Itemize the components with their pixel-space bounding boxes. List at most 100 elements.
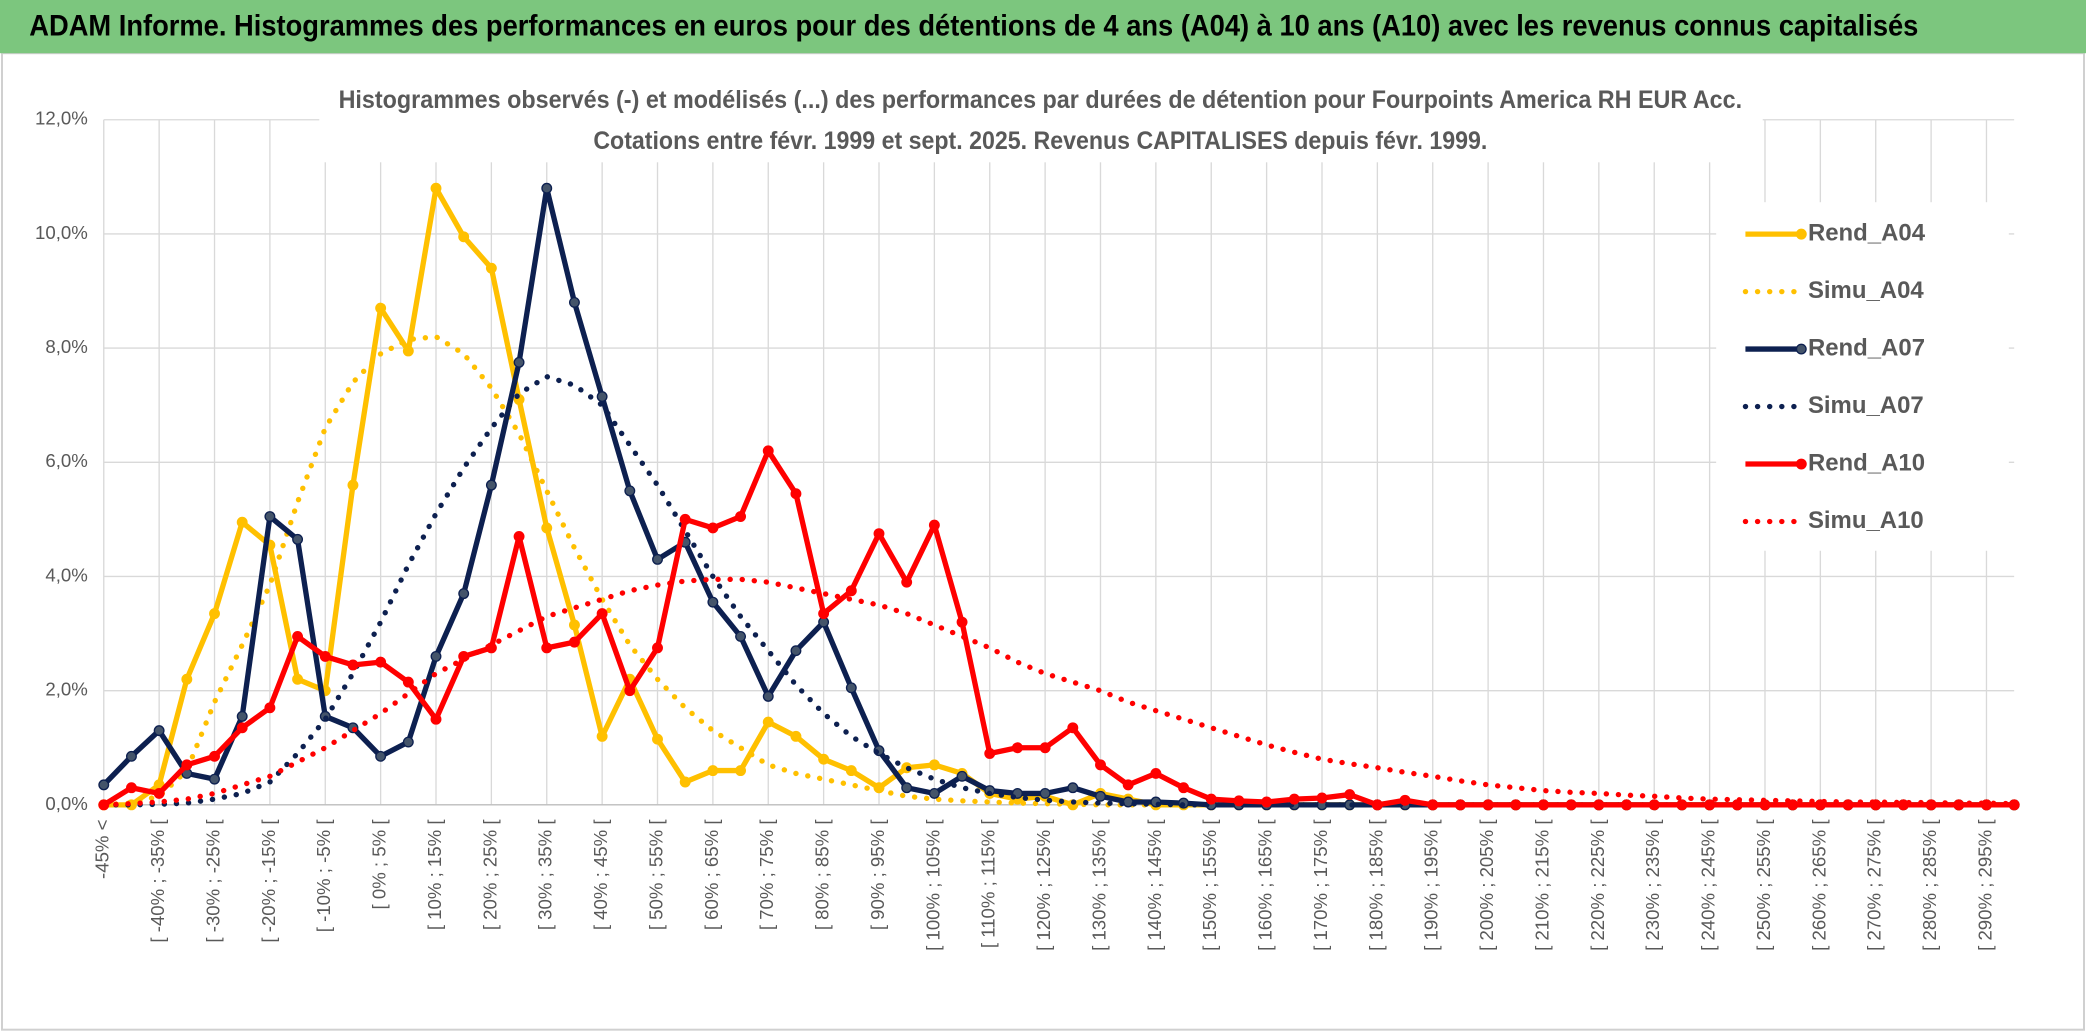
data-point [513, 356, 525, 368]
data-point [818, 753, 830, 765]
data-point [568, 619, 580, 631]
data-point [402, 676, 414, 688]
data-point [1205, 793, 1217, 805]
data-point [375, 656, 387, 668]
x-tick-label: -45% < [92, 819, 113, 878]
x-tick-label: [ 100% ; 105% [ [922, 819, 943, 951]
data-point [347, 659, 359, 671]
plot-area: 0,0% 2,0% 4,0% 6,0% 8,0% 10,0% 12,0% -45% < [ -4… [35, 108, 2020, 951]
data-point [596, 608, 608, 620]
data-point [1454, 799, 1466, 811]
data-point [1067, 722, 1079, 734]
x-tick-label: [ 210% ; 215% [ [1531, 819, 1552, 951]
data-point [292, 533, 304, 545]
data-point [596, 730, 608, 742]
x-tick-label: [ 20% ; 25% [ [479, 819, 500, 931]
legend-label: Rend_A07 [1808, 334, 1925, 361]
data-point [264, 702, 276, 714]
x-tick-label: [ 290% ; 295% [ [1974, 819, 1995, 951]
x-tick-label: [ 240% ; 245% [ [1698, 819, 1719, 951]
data-point [1150, 767, 1162, 779]
data-point [209, 750, 220, 762]
data-point [901, 576, 913, 588]
y-tick-label: 12,0% [35, 108, 88, 129]
data-point [1538, 799, 1549, 811]
data-point [762, 690, 774, 702]
data-point [1593, 799, 1605, 811]
data-point [1178, 782, 1190, 794]
data-point [984, 748, 996, 759]
data-point [126, 782, 137, 794]
data-point [209, 608, 220, 620]
data-point [845, 585, 857, 597]
data-point [1039, 742, 1051, 754]
data-point [928, 519, 940, 531]
y-tick-label: 4,0% [45, 564, 87, 585]
data-point [347, 479, 359, 491]
data-point [873, 528, 885, 540]
data-point [513, 531, 525, 542]
legend-label: Rend_A04 [1808, 219, 1926, 246]
x-tick-label: [ 30% ; 35% [ [535, 819, 556, 931]
data-point [652, 642, 663, 654]
data-point [1371, 799, 1383, 811]
series-line [101, 373, 2017, 808]
data-point [624, 685, 636, 697]
data-point [735, 511, 747, 522]
data-point [1039, 787, 1051, 799]
data-point [375, 750, 387, 762]
data-point [679, 513, 691, 525]
data-point [292, 630, 304, 642]
data-point [402, 736, 414, 748]
data-point [292, 673, 304, 685]
data-point [2008, 799, 2020, 811]
x-tick-label: [ 50% ; 55% [ [645, 819, 666, 931]
data-point [236, 516, 248, 528]
data-point [430, 650, 442, 662]
data-point [264, 511, 276, 522]
x-tick-label: [ 280% ; 285% [ [1919, 819, 1940, 951]
data-point [1565, 799, 1577, 811]
legend-marker [1795, 343, 1807, 355]
x-tick-label: [ 200% ; 205% [ [1476, 819, 1497, 951]
data-point [818, 608, 830, 620]
data-point [707, 596, 719, 608]
data-point [928, 787, 940, 799]
data-point [541, 642, 553, 654]
data-point [1095, 790, 1106, 802]
data-point [707, 765, 719, 777]
data-point [236, 722, 248, 734]
data-point [236, 710, 248, 722]
x-tick-label: [ 60% ; 65% [ [701, 819, 722, 931]
data-point [485, 262, 497, 274]
series-line [102, 448, 2015, 808]
x-tick-label: [ 0% ; 5% [ [369, 819, 390, 910]
legend-marker [1795, 458, 1807, 470]
data-point [735, 765, 747, 777]
x-tick-label: [ 120% ; 125% [ [1033, 819, 1054, 951]
data-point [956, 616, 968, 628]
data-point [845, 682, 857, 694]
x-tick-label: [ 40% ; 45% [ [590, 819, 611, 931]
data-point [790, 645, 802, 657]
x-tick-label: [ 110% ; 115% [ [978, 819, 999, 948]
y-tick-label: 0,0% [45, 793, 87, 814]
header-bar [0, 0, 2086, 54]
x-tick-label: [ 160% ; 165% [ [1255, 819, 1276, 951]
data-point [845, 765, 857, 777]
x-tick-label: [ -40% ; -35% [ [147, 819, 168, 943]
data-point [541, 522, 553, 534]
data-point [402, 345, 414, 357]
data-point [1704, 799, 1716, 811]
chart-subtitle: Cotations entre févr. 1999 et sept. 2025… [593, 127, 1487, 155]
data-point [1233, 795, 1245, 807]
x-tick-label: [ 80% ; 85% [ [812, 819, 833, 931]
x-tick-label: [ 180% ; 185% [ [1365, 819, 1386, 951]
x-tick-label: [ 270% ; 275% [ [1864, 819, 1885, 951]
data-point [679, 776, 691, 788]
data-point [458, 231, 470, 243]
data-point [1648, 799, 1660, 811]
data-point [624, 485, 636, 497]
x-tick-label: [ 90% ; 95% [ [867, 819, 888, 931]
